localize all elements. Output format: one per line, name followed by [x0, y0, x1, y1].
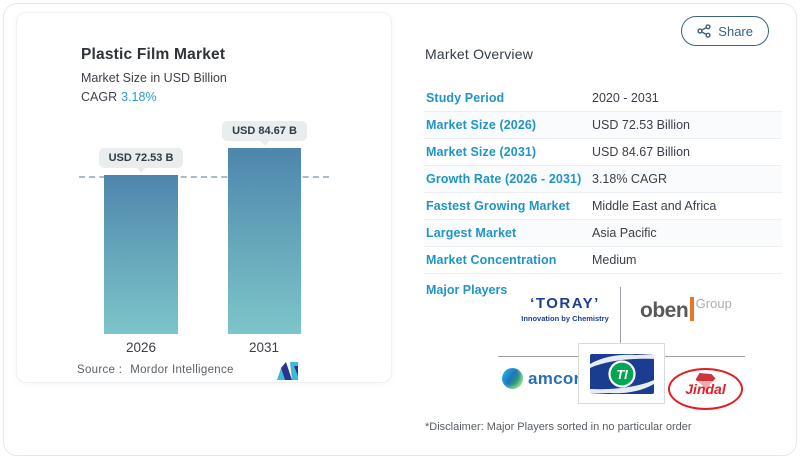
row-value: 3.18% CAGR — [592, 172, 668, 186]
reference-dashed-line — [79, 176, 329, 178]
bar-group-2026: USD 72.53 B — [98, 148, 184, 334]
chart-title-block: Plastic Film Market Market Size in USD B… — [81, 46, 227, 104]
row-label: Growth Rate (2026 - 2031) — [426, 172, 582, 186]
toray-quote-right: ’ — [594, 295, 600, 312]
toray-quote-left: ‘ — [530, 295, 536, 312]
row-value: Asia Pacific — [592, 226, 657, 240]
chart-cagr: CAGR 3.18% — [81, 90, 227, 104]
share-button-label: Share — [718, 23, 753, 39]
row-value: 2020 - 2031 — [592, 91, 659, 105]
oben-group-text: Group — [695, 296, 732, 311]
row-label: Fastest Growing Market — [426, 199, 570, 213]
cagr-label: CAGR — [81, 90, 118, 104]
oben-wordmark: oben — [640, 299, 689, 322]
overview-table: Study Period 2020 - 2031 Market Size (202… — [424, 85, 782, 274]
table-row: Market Size (2031) USD 84.67 Billion — [424, 139, 782, 166]
mordor-intelligence-logo-icon — [277, 362, 298, 380]
ti-monogram: TI — [616, 367, 628, 382]
toray-logo: ‘TORAY’ Innovation by Chemistry — [510, 295, 620, 323]
row-value: Medium — [592, 253, 637, 267]
players-horizontal-divider-left — [498, 356, 578, 357]
time-technoplast-logo: TI — [589, 353, 654, 394]
time-technoplast-card: TI — [578, 343, 665, 404]
source-row: Source : Mordor Intelligence — [77, 364, 234, 376]
source-value: Mordor Intelligence — [130, 364, 234, 376]
overview-heading: Market Overview — [425, 46, 534, 62]
table-row: Market Concentration Medium — [424, 247, 782, 274]
chart-title: Plastic Film Market — [81, 46, 226, 63]
share-button[interactable]: Share — [681, 16, 769, 46]
source-label: Source : — [77, 364, 123, 376]
disclaimer-text: *Disclaimer: Major Players sorted in no … — [425, 421, 692, 433]
bar-value-label-2026: USD 72.53 B — [98, 148, 184, 168]
table-row: Market Size (2026) USD 72.53 Billion — [424, 112, 782, 139]
major-players-grid: ‘TORAY’ Innovation by Chemistry oben Gro… — [494, 281, 780, 410]
oben-group-logo: oben Group — [640, 297, 732, 321]
jindal-wordmark: Jindal — [683, 381, 728, 397]
share-icon — [697, 24, 711, 38]
table-row: Fastest Growing Market Middle East and Af… — [424, 193, 782, 220]
chart-card: Plastic Film Market Market Size in USD B… — [16, 12, 392, 383]
row-value: Middle East and Africa — [592, 199, 717, 213]
row-value: USD 84.67 Billion — [592, 145, 690, 159]
bar-group-2031: USD 84.67 B — [222, 121, 307, 334]
jindal-logo: Jindal — [668, 368, 743, 410]
row-value: USD 72.53 Billion — [592, 118, 690, 132]
table-row: Largest Market Asia Pacific — [424, 220, 782, 247]
chart-subtitle: Market Size in USD Billion — [81, 71, 227, 85]
row-label: Market Size (2026) — [426, 118, 537, 132]
bar-2031 — [228, 148, 301, 334]
amcor-logo: amcor — [502, 368, 581, 389]
row-label: Market Concentration — [426, 253, 557, 267]
bar-value-label-2031: USD 84.67 B — [222, 121, 307, 141]
cagr-value: 3.18% — [121, 90, 157, 104]
toray-wordmark: TORAY — [535, 295, 595, 312]
players-horizontal-divider-right — [665, 356, 745, 357]
major-players-label: Major Players — [426, 283, 508, 297]
row-label: Largest Market — [426, 226, 517, 240]
players-vertical-divider — [620, 287, 621, 343]
table-row: Study Period 2020 - 2031 — [424, 85, 782, 112]
row-label: Study Period — [426, 91, 505, 105]
row-label: Market Size (2031) — [426, 145, 537, 159]
amcor-wordmark: amcor — [528, 368, 581, 388]
toray-tagline: Innovation by Chemistry — [521, 314, 609, 323]
x-tick-2031: 2031 — [248, 340, 280, 355]
table-row: Growth Rate (2026 - 2031) 3.18% CAGR — [424, 166, 782, 193]
x-tick-2026: 2026 — [125, 340, 157, 355]
bar-2026 — [104, 175, 178, 334]
amcor-sphere-icon — [502, 368, 523, 389]
oben-orange-bar — [690, 297, 694, 321]
